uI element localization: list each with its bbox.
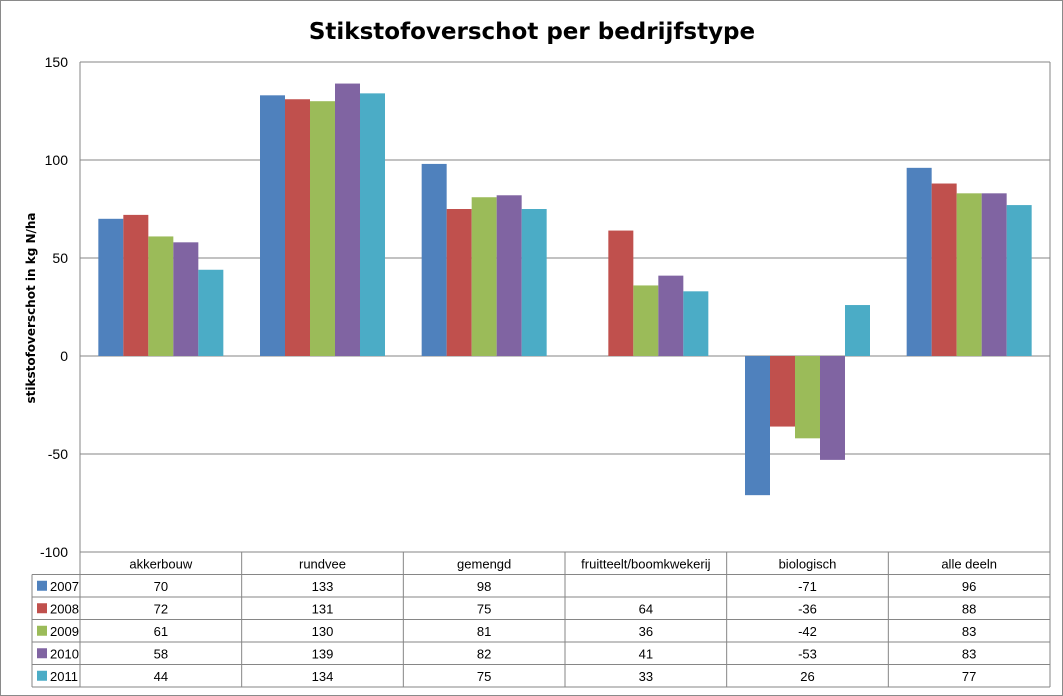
data-label-gemengd-2008: 75: [477, 601, 491, 616]
bar-akkerbouw-2009: [148, 236, 174, 356]
data-label-rundvee-2007: 133: [312, 579, 334, 594]
chart-title: Stikstofoverschot per bedrijfstype: [309, 19, 755, 45]
bar-rundvee-2007: [260, 95, 285, 356]
bar-rundvee-2010: [335, 83, 360, 356]
bar-alle-deeln-2008: [931, 183, 957, 356]
data-label-rundvee-2009: 130: [312, 624, 334, 639]
data-label-rundvee-2011: 134: [312, 669, 334, 684]
data-label-fruitteelt-boomkwekerij-2011: 33: [639, 669, 653, 684]
data-label-alle-deeln-2009: 83: [962, 624, 976, 639]
category-label-akkerbouw: akkerbouw: [129, 556, 192, 571]
legend-label-2009: 2009: [50, 624, 79, 639]
y-tick-label: -100: [40, 544, 68, 560]
category-label-biologisch: biologisch: [779, 556, 837, 571]
data-label-alle-deeln-2010: 83: [962, 646, 976, 661]
bar-gemengd-2009: [471, 197, 497, 356]
bar-rundvee-2008: [285, 99, 310, 357]
data-label-akkerbouw-2008: 72: [154, 601, 168, 616]
category-label-gemengd: gemengd: [457, 556, 511, 571]
data-label-gemengd-2011: 75: [477, 669, 491, 684]
bars: [98, 83, 1032, 496]
legend-swatch-2011: [37, 670, 47, 681]
category-label-alle-deeln: alle deeln: [941, 556, 997, 571]
y-tick-label: 100: [45, 152, 69, 168]
data-label-akkerbouw-2009: 61: [154, 624, 168, 639]
bar-akkerbouw-2007: [98, 218, 124, 356]
data-label-fruitteelt-boomkwekerij-2008: 64: [639, 601, 653, 616]
data-label-gemengd-2010: 82: [477, 646, 491, 661]
bar-biologisch-2009: [795, 356, 820, 439]
data-label-biologisch-2011: 26: [800, 669, 814, 684]
y-axis-label: stikstofoverschot in kg N/ha: [24, 212, 38, 403]
bar-alle-deeln-2010: [981, 193, 1007, 356]
data-label-alle-deeln-2008: 88: [962, 601, 976, 616]
bar-rundvee-2011: [360, 93, 385, 357]
data-label-alle-deeln-2007: 96: [962, 579, 976, 594]
data-label-biologisch-2009: -42: [798, 624, 817, 639]
y-tick-label: -50: [48, 446, 68, 462]
bar-gemengd-2007: [421, 163, 447, 356]
data-label-alle-deeln-2011: 77: [962, 669, 976, 684]
data-label-biologisch-2008: -36: [798, 601, 817, 616]
category-label-rundvee: rundvee: [299, 556, 346, 571]
bar-alle-deeln-2011: [1006, 205, 1032, 356]
bar-biologisch-2007: [745, 356, 770, 496]
data-label-fruitteelt-boomkwekerij-2009: 36: [639, 624, 653, 639]
bar-gemengd-2008: [446, 209, 472, 356]
data-table: akkerbouw rundvee gemengd fruitteelt/boomkw…: [31, 551, 1051, 688]
data-label-akkerbouw-2007: 70: [154, 579, 168, 594]
bar-alle-deeln-2007: [906, 167, 932, 356]
bar-biologisch-2010: [820, 356, 845, 460]
category-label-fruitteelt-boomkwekerij: fruitteelt/boomkwekerij: [581, 556, 710, 571]
data-label-akkerbouw-2010: 58: [154, 646, 168, 661]
legend-label-2008: 2008: [50, 601, 79, 616]
legend-swatch-2010: [37, 648, 47, 659]
legend-swatch-2009: [37, 625, 47, 636]
data-label-biologisch-2007: -71: [798, 579, 817, 594]
data-label-rundvee-2008: 131: [312, 601, 334, 616]
data-label-fruitteelt-boomkwekerij-2010: 41: [639, 646, 653, 661]
bar-alle-deeln-2009: [956, 193, 982, 356]
y-tick-label: 0: [60, 348, 68, 364]
bar-biologisch-2008: [770, 356, 795, 427]
legend-label-2010: 2010: [50, 646, 79, 661]
bar-gemengd-2010: [496, 195, 522, 356]
bar-rundvee-2009: [310, 101, 335, 356]
data-label-biologisch-2010: -53: [798, 646, 817, 661]
gridlines: [79, 61, 1051, 553]
data-label-akkerbouw-2011: 44: [154, 669, 168, 684]
bar-biologisch-2011: [845, 305, 870, 356]
bar-gemengd-2011: [521, 209, 547, 356]
legend-swatch-2008: [37, 603, 47, 614]
data-label-gemengd-2009: 81: [477, 624, 491, 639]
data-label-gemengd-2007: 98: [477, 579, 491, 594]
bar-fruitteelt-boomkwekerij-2011: [683, 291, 709, 356]
legend-label-2011: 2011: [50, 669, 78, 684]
bar-fruitteelt-boomkwekerij-2010: [658, 275, 684, 356]
legend-swatch-2007: [37, 580, 47, 591]
y-tick-label: 150: [45, 54, 69, 70]
bar-akkerbouw-2010: [173, 242, 199, 356]
legend-label-2007: 2007: [50, 579, 79, 594]
data-label-rundvee-2010: 139: [312, 646, 334, 661]
y-axis-ticks: 150 100 50 0 -50 -100: [40, 54, 68, 560]
bar-fruitteelt-boomkwekerij-2008: [608, 230, 634, 356]
bar-fruitteelt-boomkwekerij-2009: [633, 285, 659, 356]
y-tick-label: 50: [52, 250, 68, 266]
bar-akkerbouw-2008: [123, 214, 149, 356]
bar-akkerbouw-2011: [198, 269, 224, 356]
